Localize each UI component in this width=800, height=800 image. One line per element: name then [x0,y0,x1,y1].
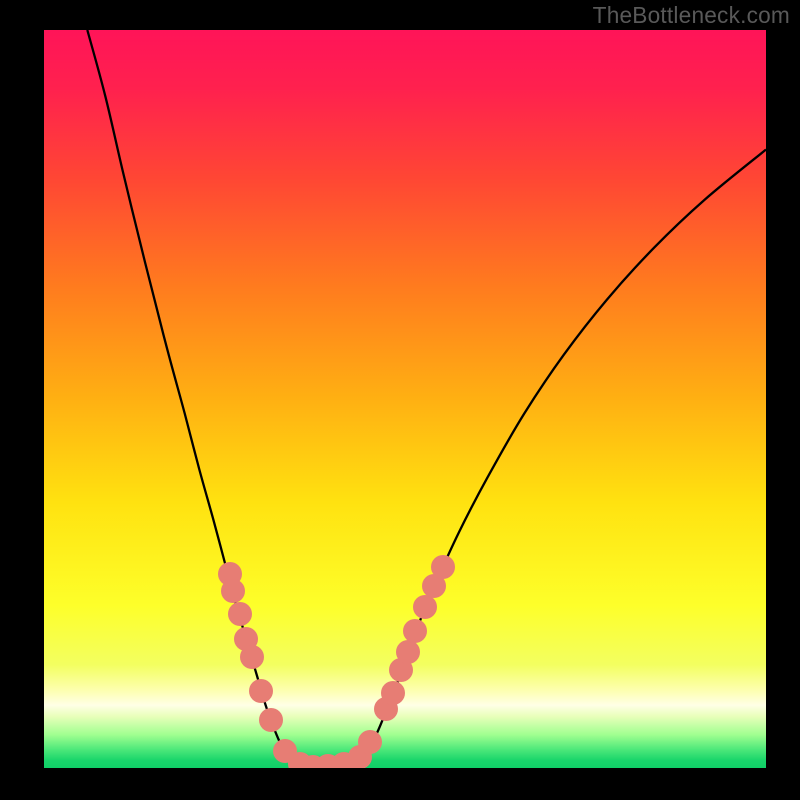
data-marker [259,708,283,732]
data-marker [403,619,427,643]
data-marker [396,640,420,664]
plot-area [44,30,766,768]
curve-right-branch [315,150,766,768]
data-marker [413,595,437,619]
data-marker [431,555,455,579]
data-marker [249,679,273,703]
data-marker [358,730,382,754]
watermark-text: TheBottleneck.com [593,2,790,29]
data-marker [240,645,264,669]
data-marker [381,681,405,705]
chart-stage: TheBottleneck.com [0,0,800,800]
curve-left-branch [87,30,314,768]
data-marker [228,602,252,626]
data-marker [221,579,245,603]
